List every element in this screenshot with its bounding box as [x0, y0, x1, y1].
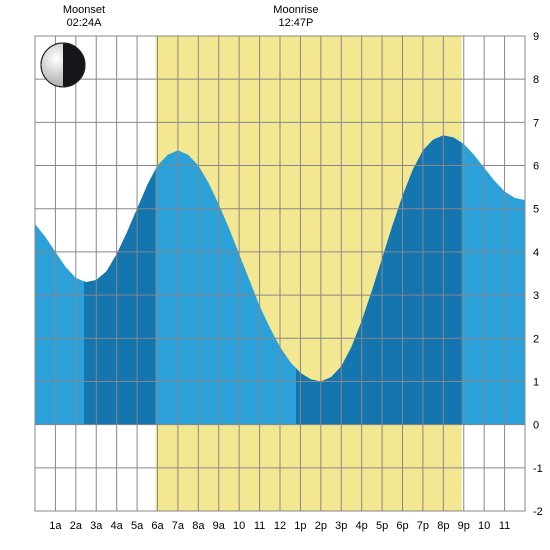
y-tick-label: 2 — [533, 333, 539, 345]
x-tick-label: 8a — [192, 520, 205, 532]
tide-chart: 1a2a3a4a5a6a7a8a9a1011121p2p3p4p5p6p7p8p… — [0, 0, 550, 550]
x-tick-label: 1p — [294, 520, 306, 532]
x-tick-label: 9a — [213, 520, 226, 532]
x-tick-label: 1a — [49, 520, 62, 532]
x-tick-label: 10 — [233, 520, 245, 532]
x-tick-label: 7a — [172, 520, 185, 532]
x-tick-label: 4a — [111, 520, 124, 532]
x-tick-label: 3a — [90, 520, 103, 532]
moonrise-time: 12:47P — [278, 17, 313, 29]
x-tick-label: 11 — [254, 520, 265, 532]
y-tick-label: 5 — [533, 204, 539, 216]
y-tick-label: -2 — [533, 506, 543, 518]
y-tick-label: 8 — [533, 74, 539, 86]
x-tick-label: 6a — [151, 520, 164, 532]
x-tick-label: 3p — [335, 520, 347, 532]
x-tick-label: 9p — [458, 520, 470, 532]
y-tick-label: -1 — [533, 463, 543, 475]
x-tick-label: 6p — [396, 520, 408, 532]
moonset-label: Moonset — [63, 4, 105, 16]
x-tick-label: 10 — [478, 520, 490, 532]
x-tick-label: 7p — [417, 520, 429, 532]
x-tick-label: 8p — [437, 520, 449, 532]
moonrise-label: Moonrise — [273, 4, 318, 16]
y-tick-label: 9 — [533, 31, 539, 43]
x-tick-label: 12 — [274, 520, 286, 532]
moon-phase-icon — [41, 43, 85, 87]
x-tick-label: 2p — [315, 520, 327, 532]
x-tick-label: 5p — [376, 520, 388, 532]
y-tick-label: 1 — [533, 376, 539, 388]
x-tick-label: 5a — [131, 520, 144, 532]
y-tick-label: 7 — [533, 117, 539, 129]
y-tick-label: 0 — [533, 420, 539, 432]
y-tick-label: 6 — [533, 161, 539, 173]
y-tick-label: 4 — [533, 247, 539, 259]
x-tick-label: 4p — [356, 520, 368, 532]
y-tick-label: 3 — [533, 290, 539, 302]
x-tick-label: 11 — [499, 520, 510, 532]
moonset-time: 02:24A — [67, 17, 103, 29]
x-tick-label: 2a — [70, 520, 83, 532]
